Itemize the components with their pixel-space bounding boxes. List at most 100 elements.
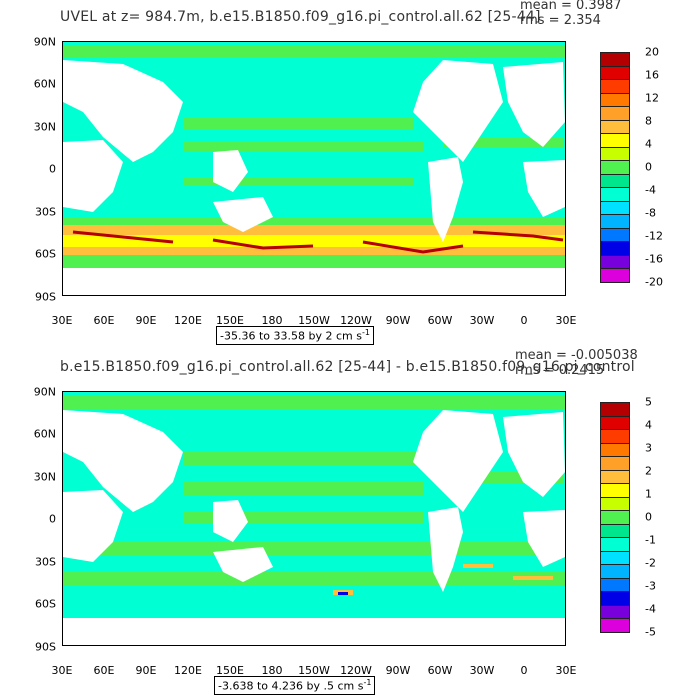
lon-label: 30E: [51, 664, 73, 677]
colorbar-swatch: [600, 146, 630, 161]
colorbar-swatch: [600, 429, 630, 444]
colorbar-swatch: [600, 160, 630, 175]
colorbar-label: 12: [645, 91, 659, 105]
colorbar-label: 4: [645, 137, 652, 151]
map-area: [62, 391, 566, 646]
mean-value: mean = 0.3987: [520, 0, 622, 13]
colorbar-swatch: [600, 173, 630, 188]
colorbar-swatch: [600, 604, 630, 619]
colorbar-label: -4: [645, 602, 656, 616]
lon-label: 30W: [469, 664, 495, 677]
colorbar: [600, 402, 630, 633]
colorbar-swatch: [600, 415, 630, 430]
colorbar-label: -20: [645, 275, 663, 289]
lon-label: 120W: [340, 314, 372, 327]
lat-label-30n: 30N: [33, 120, 56, 134]
colorbar-label: -8: [645, 206, 656, 220]
colorbar-label: 16: [645, 68, 659, 82]
lon-label: 120E: [174, 664, 202, 677]
map-panel-top: UVEL at z= 984.7m, b.e15.B1850.f09_g16.p…: [33, 0, 663, 345]
continents: [63, 410, 565, 645]
lon-label: 150E: [216, 664, 244, 677]
lon-label: 60E: [93, 664, 115, 677]
colorbar-swatch: [600, 577, 630, 592]
colorbar-swatch: [600, 133, 630, 148]
colorbar-swatch: [600, 254, 630, 269]
colorbar-swatch: [600, 537, 630, 552]
lat-label-90n: 90N: [33, 385, 56, 399]
lon-label: 0: [520, 314, 528, 327]
colorbar-swatch: [600, 442, 630, 457]
colorbar-swatch: [600, 200, 630, 215]
rms-value: rms = 0.2415: [515, 363, 605, 378]
lon-label: 180: [261, 314, 283, 327]
lat-label-90s: 90S: [35, 290, 56, 304]
lat-label-0: 0: [49, 512, 56, 526]
colorbar-swatch: [600, 469, 630, 484]
lon-label: 90W: [385, 664, 411, 677]
colorbar-swatch: [600, 52, 630, 67]
contour-range-text: -3.638 to 4.236 by .5 cm s: [218, 679, 364, 693]
contour-range-text: -35.36 to 33.58 by 2 cm s: [220, 329, 362, 343]
colorbar-swatch: [600, 496, 630, 511]
colorbar-label: 1: [645, 487, 652, 501]
colorbar-swatch: [600, 106, 630, 121]
lon-label: 180: [261, 664, 283, 677]
colorbar-label: -3: [645, 579, 656, 593]
colorbar-label: -1: [645, 533, 656, 547]
lat-label-90s: 90S: [35, 640, 56, 654]
colorbar-swatch: [600, 550, 630, 565]
colorbar-label: 5: [645, 395, 652, 409]
colorbar-label: -12: [645, 229, 663, 243]
map-panel-bottom: b.e15.B1850.f09_g16.pi_control.all.62 [2…: [0, 348, 700, 700]
colorbar-label: 8: [645, 114, 652, 128]
colorbar-label: -16: [645, 252, 663, 266]
unit-exponent: -1: [363, 678, 372, 687]
colorbar-swatch: [600, 65, 630, 80]
lat-label-90n: 90N: [33, 35, 56, 49]
negative-hotspot: [338, 592, 348, 595]
jet-streaks: [72, 230, 564, 254]
colorbar-swatch: [600, 591, 630, 606]
colorbar-label: -5: [645, 625, 656, 639]
field-map: [63, 392, 565, 645]
map-area: [62, 41, 566, 296]
circumpolar-core: [63, 235, 565, 247]
field-map: [63, 42, 565, 295]
colorbar-swatch: [600, 227, 630, 242]
colorbar-label: 0: [645, 510, 652, 524]
contour-range-box: -3.638 to 4.236 by .5 cm s-1: [214, 676, 376, 695]
colorbar: [600, 52, 630, 283]
lon-label: 150E: [216, 314, 244, 327]
lat-label-60n: 60N: [33, 77, 56, 91]
rms-value: rms = 2.354: [520, 13, 601, 28]
colorbar-swatch: [600, 483, 630, 498]
colorbar-label: 20: [645, 45, 659, 59]
colorbar-swatch: [600, 241, 630, 256]
lon-label: 30W: [469, 314, 495, 327]
colorbar-swatch: [600, 79, 630, 94]
colorbar-label: -4: [645, 183, 656, 197]
colorbar-swatch: [600, 456, 630, 471]
lon-label: 30E: [555, 664, 577, 677]
lon-label: 120E: [174, 314, 202, 327]
lon-label: 0: [520, 664, 528, 677]
lat-label-30n: 30N: [33, 470, 56, 484]
colorbar-label: 0: [645, 160, 652, 174]
colorbar-swatch: [600, 214, 630, 229]
lon-label: 90W: [385, 314, 411, 327]
lon-label: 90E: [135, 314, 157, 327]
lon-label: 90E: [135, 664, 157, 677]
lon-label: 150W: [298, 664, 330, 677]
lat-label-60n: 60N: [33, 427, 56, 441]
colorbar-swatch: [600, 618, 630, 633]
lat-label-30s: 30S: [35, 555, 56, 569]
unit-exponent: -1: [361, 328, 370, 337]
lon-label: 30E: [555, 314, 577, 327]
lon-label: 60W: [427, 664, 453, 677]
lon-label: 60W: [427, 314, 453, 327]
lat-label-60s: 60S: [35, 247, 56, 261]
colorbar-label: 3: [645, 441, 652, 455]
southern-band: [63, 255, 565, 267]
lat-label-60s: 60S: [35, 597, 56, 611]
